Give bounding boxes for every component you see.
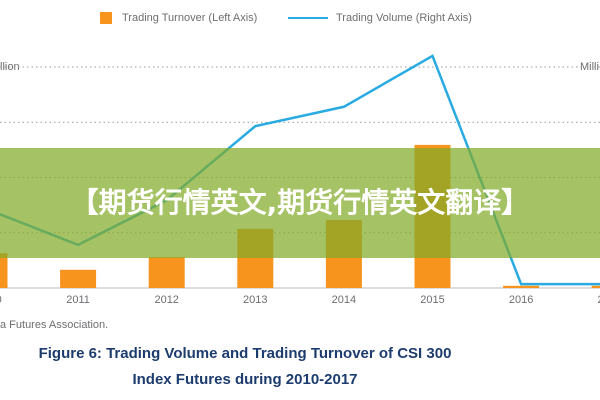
banner-text: 【期货行情英文,期货行情英文翻译】	[70, 186, 530, 219]
bar	[591, 285, 600, 288]
bar	[0, 253, 8, 288]
legend-swatch	[100, 12, 112, 24]
bar	[148, 257, 185, 288]
caption-line: Index Futures during 2010-2017	[132, 371, 357, 388]
bar	[60, 269, 97, 288]
x-tick-label: 2016	[509, 294, 533, 306]
banner: 【期货行情英文,期货行情英文翻译】	[0, 148, 600, 258]
x-tick-label: 2011	[66, 294, 90, 306]
x-tick-label: 2010	[0, 294, 2, 306]
legend-label: Trading Turnover (Left Axis)	[122, 12, 257, 24]
x-tick-label: 2013	[243, 294, 267, 306]
legend-label: Trading Volume (Right Axis)	[336, 12, 472, 24]
x-tick-label: 2014	[332, 294, 356, 306]
x-tick-label: 2012	[154, 294, 178, 306]
right-axis-label: Milli	[580, 61, 599, 73]
caption-line: Figure 6: Trading Volume and Trading Tur…	[39, 345, 452, 362]
x-tick-label: 2015	[420, 294, 444, 306]
bar	[503, 285, 540, 288]
source: a Futures Association.	[0, 319, 108, 331]
x-tick-label: 2017	[597, 294, 600, 306]
